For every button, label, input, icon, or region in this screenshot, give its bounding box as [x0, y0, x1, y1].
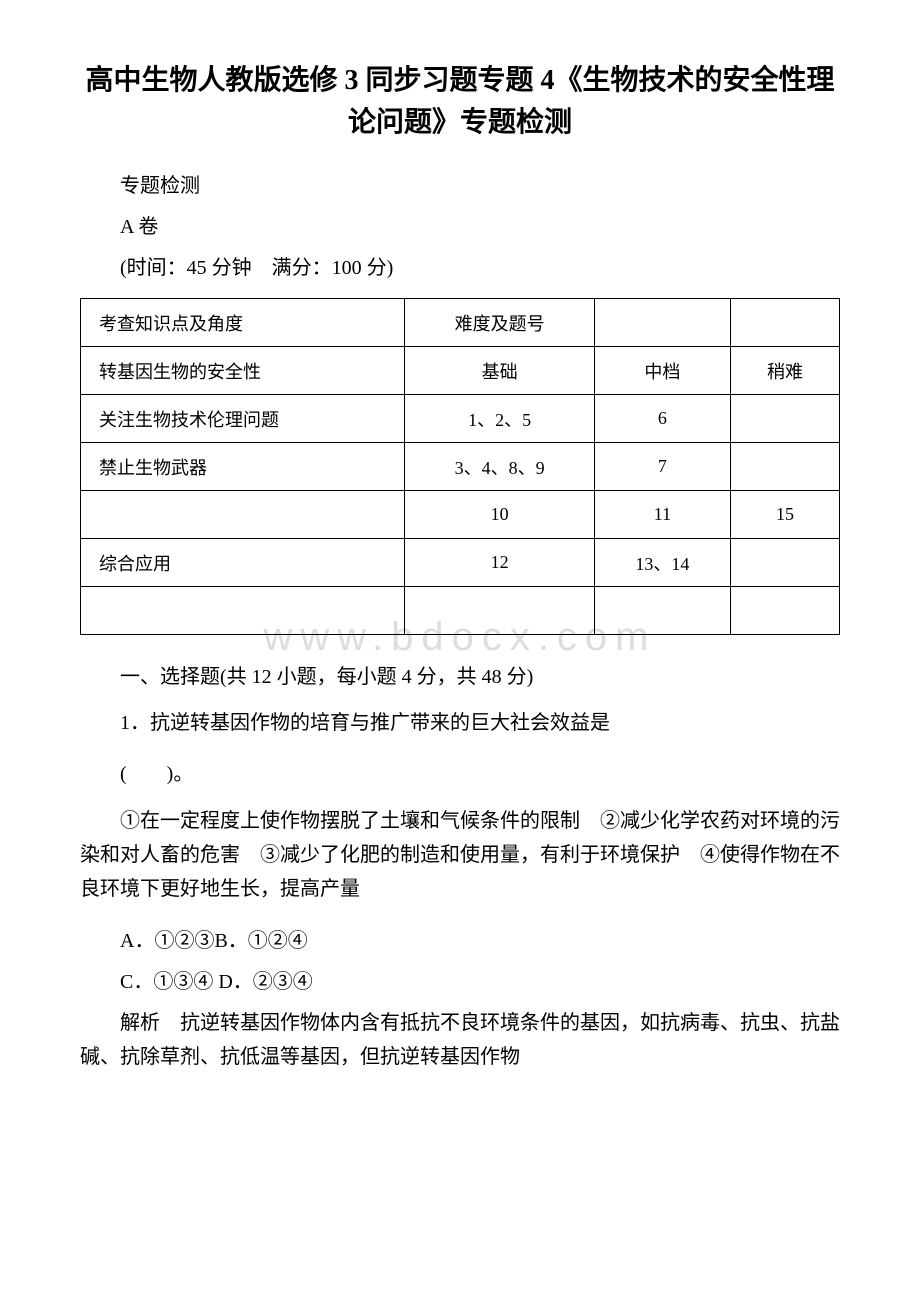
- table-row: 10 11 15: [81, 491, 840, 539]
- table-cell: 综合应用: [81, 539, 405, 587]
- table-cell: 3、4、8、9: [405, 443, 595, 491]
- subtitle: 专题检测: [80, 169, 840, 198]
- table-cell: 6: [594, 395, 730, 443]
- table-cell: 基础: [405, 347, 595, 395]
- table-cell: [730, 299, 839, 347]
- table-cell: 15: [730, 491, 839, 539]
- time-score: (时间：45 分钟 满分：100 分): [80, 251, 840, 280]
- option-line-cd: C．①③④ D．②③④: [80, 965, 840, 994]
- table-cell: 10: [405, 491, 595, 539]
- table-cell: 12: [405, 539, 595, 587]
- table-row: 综合应用 12 13、14: [81, 539, 840, 587]
- section-header: 一、选择题(共 12 小题，每小题 4 分，共 48 分): [80, 660, 840, 689]
- table-cell: 转基因生物的安全性: [81, 347, 405, 395]
- table-cell: 中档: [594, 347, 730, 395]
- table-row: 转基因生物的安全性 基础 中档 稍难: [81, 347, 840, 395]
- question-paren: ( )。: [80, 757, 840, 786]
- option-line-ab: A．①②③B．①②④: [80, 924, 840, 953]
- table-cell: [405, 587, 595, 635]
- document-content: 高中生物人教版选修 3 同步习题专题 4《生物技术的安全性理论问题》专题检测 专…: [80, 60, 840, 1074]
- table-cell: [81, 587, 405, 635]
- paper-label: A 卷: [80, 210, 840, 239]
- table-cell: 难度及题号: [405, 299, 595, 347]
- table-row: 禁止生物武器 3、4、8、9 7: [81, 443, 840, 491]
- table-cell: [81, 491, 405, 539]
- option-d: D．②③④: [218, 971, 312, 993]
- table-cell: 11: [594, 491, 730, 539]
- question-intro: 1．抗逆转基因作物的培育与推广带来的巨大社会效益是: [80, 707, 840, 739]
- analysis-text: 解析 抗逆转基因作物体内含有抵抗不良环境条件的基因，如抗病毒、抗虫、抗盐碱、抗除…: [80, 1006, 840, 1074]
- table-cell: [730, 443, 839, 491]
- table-cell: [730, 587, 839, 635]
- knowledge-table: 考查知识点及角度 难度及题号 转基因生物的安全性 基础 中档 稍难 关注生物技术…: [80, 298, 840, 635]
- table-cell: 7: [594, 443, 730, 491]
- table-cell: [730, 539, 839, 587]
- table-cell: 禁止生物武器: [81, 443, 405, 491]
- table-cell: [730, 395, 839, 443]
- option-c: C．①③④: [120, 971, 213, 993]
- table-cell: 考查知识点及角度: [81, 299, 405, 347]
- table-cell: 稍难: [730, 347, 839, 395]
- table-cell: 关注生物技术伦理问题: [81, 395, 405, 443]
- main-title: 高中生物人教版选修 3 同步习题专题 4《生物技术的安全性理论问题》专题检测: [80, 60, 840, 144]
- table-cell: [594, 299, 730, 347]
- option-b: B．①②④: [214, 930, 307, 952]
- table-cell: [594, 587, 730, 635]
- table-cell: 13、14: [594, 539, 730, 587]
- question-text: ①在一定程度上使作物摆脱了土壤和气候条件的限制 ②减少化学农药对环境的污染和对人…: [80, 804, 840, 906]
- table-cell: 1、2、5: [405, 395, 595, 443]
- table-row: [81, 587, 840, 635]
- table-row: 关注生物技术伦理问题 1、2、5 6: [81, 395, 840, 443]
- option-a: A．①②③: [120, 930, 214, 952]
- table-row: 考查知识点及角度 难度及题号: [81, 299, 840, 347]
